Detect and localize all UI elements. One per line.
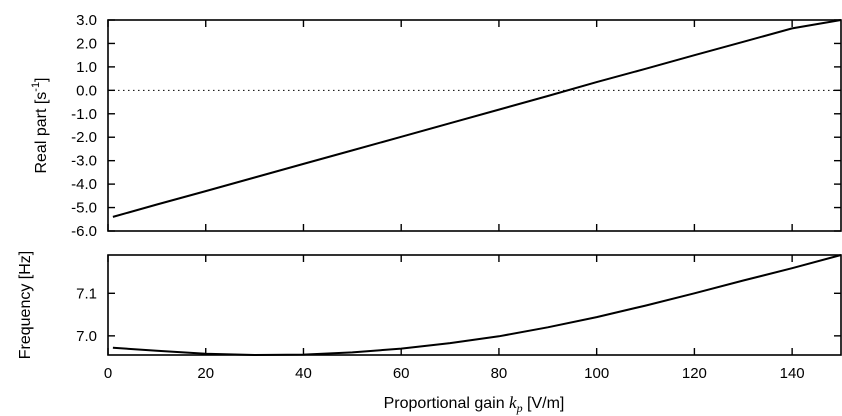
frequency-y-axis-label: Frequency [Hz] [17,251,34,359]
frequency-y-tick-label: 7.1 [76,285,97,302]
x-tick-label: 60 [393,365,410,382]
real-part-y-tick-label: -3.0 [71,153,97,170]
real-part-y-tick-labels: -6.0 -5.0 -4.0 -3.0 -2.0 -1.0 0.0 1.0 2.0 3.0 [71,12,97,240]
x-tick-label: 120 [682,365,707,382]
real-part-y-tick-label: 0.0 [76,82,97,99]
real-part-y-tick-label: 2.0 [76,35,97,52]
x-tick-label: 20 [197,365,214,382]
real-part-y-axis-label: Real part [s-1] [30,77,50,173]
frequency-plot-frame [107,254,842,356]
real-part-y-tick-label: -5.0 [71,200,97,217]
x-axis-label: Proportional gain kp [V/m] [384,393,565,415]
real-part-ticks [107,19,841,232]
frequency-panel: 7.0 7.1 0 20 40 60 80 100 120 140 Frequency [Hz]… [17,251,842,415]
real-part-y-tick-label: -2.0 [71,129,97,146]
real-part-y-tick-label: -4.0 [71,176,97,193]
real-part-y-tick-label: -6.0 [71,223,97,240]
real-part-curve [112,19,842,218]
frequency-y-tick-label: 7.0 [76,328,97,345]
frequency-y-tick-labels: 7.0 7.1 [76,285,97,345]
x-tick-labels: 0 20 40 60 80 100 120 140 [104,365,805,382]
real-part-y-tick-label: -1.0 [71,106,97,123]
x-tick-label: 140 [780,365,805,382]
x-tick-label: 40 [295,365,312,382]
x-tick-label: 80 [491,365,508,382]
real-part-panel: -6.0 -5.0 -4.0 -3.0 -2.0 -1.0 0.0 1.0 2.0 3.0 Rea… [30,12,842,240]
real-part-y-tick-label: 1.0 [76,59,97,76]
frequency-curve [112,254,842,357]
x-tick-label: 100 [584,365,609,382]
real-part-plot-frame [107,19,842,232]
x-tick-label: 0 [104,365,112,382]
real-part-y-tick-label: 3.0 [76,12,97,29]
